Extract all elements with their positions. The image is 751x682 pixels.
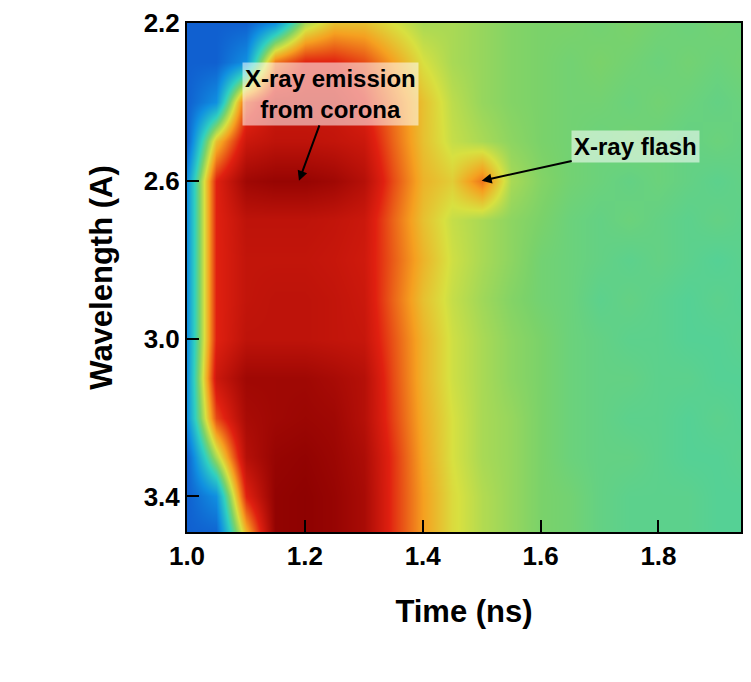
svg-text:1.2: 1.2 [287, 541, 323, 571]
svg-text:X-ray flash: X-ray flash [574, 133, 697, 160]
svg-text:3.0: 3.0 [144, 324, 180, 354]
svg-text:1.8: 1.8 [640, 541, 676, 571]
svg-text:Wavelength (A): Wavelength (A) [84, 165, 119, 389]
svg-text:2.6: 2.6 [144, 166, 180, 196]
svg-text:3.4: 3.4 [144, 482, 181, 512]
svg-text:2.2: 2.2 [144, 8, 180, 38]
svg-text:X-ray emissionfrom corona: X-ray emissionfrom corona [245, 65, 416, 123]
svg-text:1.4: 1.4 [405, 541, 442, 571]
svg-text:Time (ns): Time (ns) [395, 594, 532, 629]
svg-text:1.0: 1.0 [169, 541, 205, 571]
svg-text:1.6: 1.6 [523, 541, 559, 571]
